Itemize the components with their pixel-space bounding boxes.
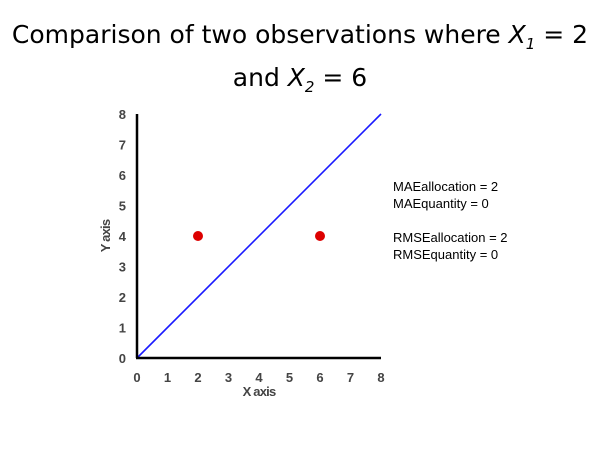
x-tick-label: 3	[225, 370, 232, 385]
y-tick-label: 2	[119, 290, 126, 305]
rmse-quantity-text: RMSEquantity = 0	[393, 247, 499, 262]
x-tick-label: 7	[347, 370, 354, 385]
title-sub-1: 1	[525, 35, 536, 53]
x-tick-label: 8	[377, 370, 384, 385]
y-tick-label: 1	[119, 321, 126, 336]
mae-quantity-text: MAEquantity = 0	[393, 196, 489, 211]
y-axis-label: Y axis	[98, 219, 113, 252]
x-tick-label: 2	[194, 370, 201, 385]
y-tick-label: 0	[119, 351, 126, 366]
y-tick-label: 4	[119, 229, 127, 244]
y-tick-label: 3	[119, 260, 126, 275]
title-var-1: X	[508, 20, 526, 49]
diagonal-line	[136, 113, 382, 359]
data-point	[193, 231, 203, 241]
title-mid: and	[232, 63, 288, 92]
y-tick-label: 8	[119, 107, 126, 122]
stats-panel: MAEallocation = 2 MAEquantity = 0 RMSEal…	[393, 178, 508, 263]
title-eq-2: = 6	[314, 63, 368, 92]
title-sub-2: 2	[304, 78, 315, 96]
rmse-allocation-text: RMSEallocation = 2	[393, 230, 508, 245]
y-tick-label: 7	[119, 138, 126, 153]
title-line-2: and X2 = 6	[0, 61, 600, 104]
x-tick-label: 1	[164, 370, 171, 385]
x-axis-label: X axis	[243, 384, 276, 399]
x-tick-label: 6	[316, 370, 323, 385]
chart-title: Comparison of two observations where X1 …	[0, 18, 600, 104]
stats-spacer	[393, 212, 508, 229]
data-point	[315, 231, 325, 241]
title-line-1: Comparison of two observations where X1 …	[0, 18, 600, 61]
y-tick-label: 6	[119, 168, 126, 183]
x-tick-label: 5	[286, 370, 293, 385]
title-var-2: X	[287, 63, 305, 92]
y-tick-label: 5	[119, 199, 126, 214]
x-tick-label: 4	[255, 370, 263, 385]
mae-allocation-text: MAEallocation = 2	[393, 179, 499, 194]
x-tick-label: 0	[133, 370, 140, 385]
title-eq-1: = 2	[535, 20, 589, 49]
title-prefix: Comparison of two observations where	[11, 20, 509, 49]
